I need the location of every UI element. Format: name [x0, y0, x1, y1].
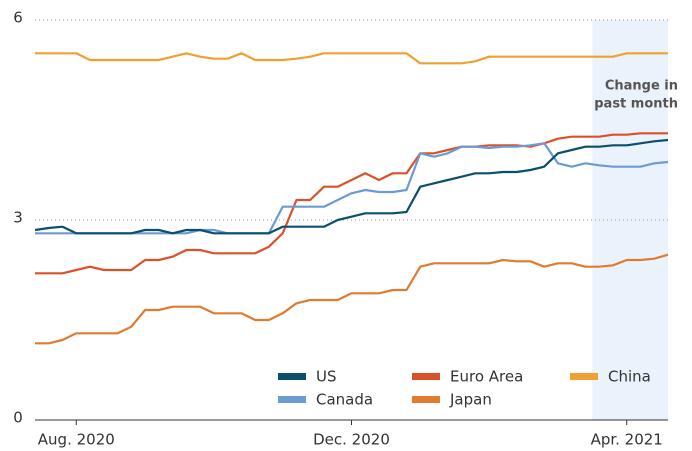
- y-tick-label: 3: [13, 209, 23, 227]
- legend-swatch: [412, 396, 440, 403]
- legend-label: Euro Area: [450, 368, 523, 386]
- x-tick-label: Apr. 2021: [591, 431, 663, 449]
- legend-label: China: [608, 368, 651, 386]
- series-line: [35, 253, 669, 345]
- series-line: [35, 52, 668, 65]
- x-tick-label: Dec. 2020: [313, 431, 390, 449]
- series-line: [35, 142, 669, 235]
- highlight-label: past month: [594, 97, 678, 112]
- legend-swatch: [412, 373, 440, 380]
- legend-swatch: [278, 373, 306, 380]
- x-tick-label: Aug. 2020: [38, 431, 115, 449]
- y-tick-label: 0: [13, 409, 23, 427]
- legend-label: US: [316, 368, 337, 386]
- highlight-label: Change in: [605, 79, 678, 94]
- series-line: [34, 138, 669, 235]
- legend-label: Japan: [449, 391, 492, 409]
- legend-swatch: [278, 396, 306, 403]
- y-tick-label: 6: [13, 9, 23, 27]
- legend-label: Canada: [316, 391, 373, 409]
- legend-swatch: [570, 373, 598, 380]
- series-line: [35, 132, 668, 275]
